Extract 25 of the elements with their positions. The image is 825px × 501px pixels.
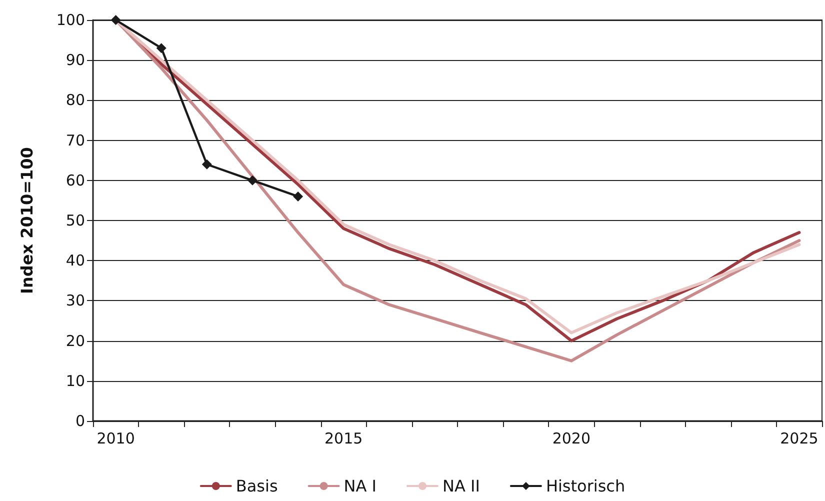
y-tick-label: 30 — [66, 292, 85, 310]
y-tick-label: 60 — [66, 171, 85, 190]
y-tick-label: 40 — [66, 252, 85, 270]
legend-label: Historisch — [546, 476, 626, 496]
y-tick-label: 50 — [66, 212, 85, 230]
x-tick-label: 2015 — [324, 430, 363, 448]
legend-label: NA II — [442, 476, 480, 496]
point — [202, 159, 212, 170]
point — [247, 175, 258, 186]
y-tick-label: 100 — [56, 11, 85, 29]
point — [156, 43, 166, 54]
x-tick-label: 2020 — [552, 430, 590, 448]
legend-label: NA I — [344, 476, 377, 496]
y-tick-label: 10 — [66, 372, 85, 390]
point — [293, 191, 304, 202]
y-axis-title: Index 2010=100 — [18, 147, 36, 294]
point — [110, 15, 121, 25]
y-tick-label: 90 — [66, 51, 85, 70]
legend-label: Basis — [236, 476, 278, 496]
y-tick-label: 80 — [66, 91, 85, 110]
y-tick-label: 70 — [66, 131, 85, 150]
x-tick-label: 2025 — [780, 430, 818, 448]
x-tick-label: 2010 — [96, 430, 135, 448]
y-tick-label: 20 — [66, 332, 85, 350]
y-tick-label: 0 — [75, 412, 85, 430]
